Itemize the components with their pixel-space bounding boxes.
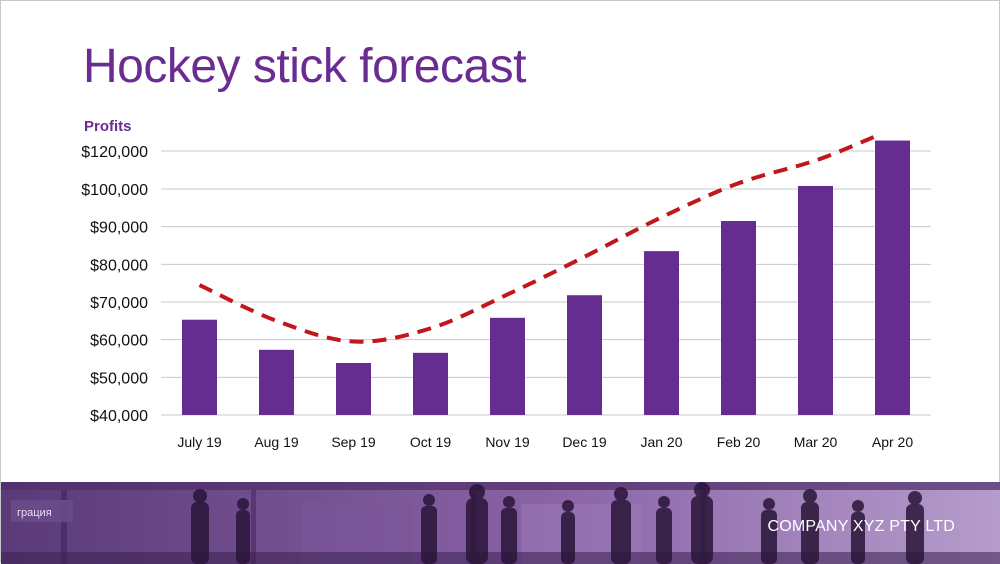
x-tick-label: Feb 20 (717, 434, 761, 450)
bar (413, 352, 448, 415)
x-tick-label: Nov 19 (485, 434, 530, 450)
y-tick-label: $60,000 (90, 333, 148, 350)
bar (336, 363, 371, 415)
x-tick-label: Sep 19 (331, 434, 376, 450)
x-tick-labels: July 19 Aug 19 Sep 19 Oct 19 Nov 19 Dec 19 Jan… (177, 434, 913, 450)
footer-banner: грация COMPANY XYZ PTY LTD (1, 482, 1000, 564)
profit-chart: Profits $40,000 $50,000 $60,000 $70,000 $80,… (81, 118, 931, 450)
bar (644, 251, 679, 415)
y-tick-label: $100,000 (81, 182, 148, 199)
bar (721, 221, 756, 415)
y-tick-label: $40,000 (90, 408, 148, 425)
y-tick-label: $90,000 (90, 220, 148, 237)
x-tick-label: Jan 20 (640, 434, 682, 450)
y-tick-label: $50,000 (90, 370, 148, 387)
bar (567, 295, 602, 415)
y-tick-label: $80,000 (90, 257, 148, 274)
sign-text: грация (17, 507, 52, 519)
x-tick-label: Aug 19 (254, 434, 299, 450)
y-axis-label: Profits (84, 118, 132, 135)
x-tick-label: Apr 20 (872, 434, 913, 450)
x-tick-label: Mar 20 (794, 434, 838, 450)
bars (182, 140, 910, 416)
footer-photo: грация (1, 482, 1000, 564)
company-name: COMPANY XYZ PTY LTD (767, 518, 955, 535)
x-tick-label: Oct 19 (410, 434, 451, 450)
commuter-silhouettes (191, 482, 924, 564)
x-tick-label: Dec 19 (562, 434, 607, 450)
trend-line (198, 134, 876, 344)
bar (490, 317, 525, 415)
bar (875, 140, 910, 416)
slide-title: Hockey stick forecast (83, 40, 526, 93)
bar (259, 349, 294, 415)
x-tick-label: July 19 (177, 434, 222, 450)
y-tick-labels: $40,000 $50,000 $60,000 $70,000 $80,000 $90,0… (81, 144, 148, 425)
y-tick-label: $70,000 (90, 295, 148, 312)
bar (798, 185, 833, 415)
y-tick-label: $120,000 (81, 144, 148, 161)
bar (182, 319, 217, 415)
trend-line-group (198, 134, 876, 344)
